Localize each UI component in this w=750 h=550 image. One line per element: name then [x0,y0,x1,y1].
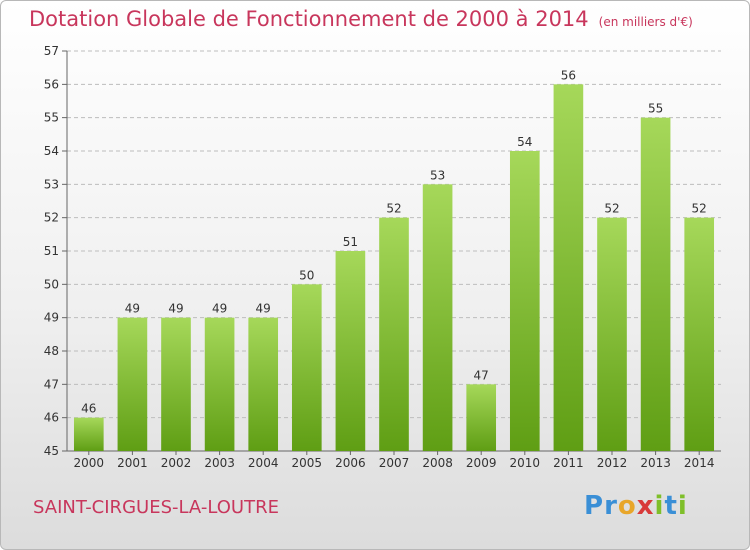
bar [379,217,409,451]
y-tick-label: 54 [44,144,59,158]
bar-value-label: 53 [430,168,445,182]
logo-letter: r [604,491,618,521]
x-tick-label: 2002 [161,456,192,470]
x-tick-label: 2008 [422,456,453,470]
x-tick-label: 2001 [117,456,148,470]
bar [73,417,104,451]
logo-letter: P [584,491,605,521]
x-tick-label: 2005 [292,456,323,470]
bar-value-label: 51 [343,235,358,249]
y-tick-label: 50 [44,277,59,291]
commune-name: SAINT-CIRGUES-LA-LOUTRE [33,497,279,518]
x-tick-label: 2010 [510,456,541,470]
y-tick-label: 48 [44,344,59,358]
bar-value-label: 50 [299,268,314,282]
unit-subtitle: (en milliers d'€) [598,15,693,29]
x-tick-label: 2000 [74,456,105,470]
logo-letter: x [636,491,655,521]
x-tick-label: 2006 [335,456,366,470]
y-tick-label: 57 [44,44,59,58]
y-tick-label: 55 [44,111,59,125]
bar [684,217,715,451]
bar-value-label: 49 [168,302,183,316]
y-tick-label: 45 [44,444,59,458]
x-tick-label: 2009 [466,456,497,470]
bar-value-label: 49 [212,302,227,316]
bar-value-label: 52 [604,202,619,216]
bar [466,384,497,451]
x-tick-label: 2012 [597,456,628,470]
bar-value-label: 54 [517,135,532,149]
y-tick-label: 51 [44,244,59,258]
bar [640,117,671,452]
y-tick-label: 47 [44,377,59,391]
logo-letter: i [677,491,688,521]
bar [248,317,279,451]
chart-title: Dotation Globale de Fonctionnement de 20… [29,7,693,31]
y-tick-label: 53 [44,177,59,191]
logo-letter: t [664,491,678,521]
bar-value-label: 47 [474,368,489,382]
bar-value-label: 52 [692,202,707,216]
x-tick-label: 2007 [379,456,410,470]
y-tick-label: 46 [44,411,59,425]
y-tick-label: 56 [44,77,59,91]
bar [204,317,235,451]
proxiti-logo: Proxiti [584,491,688,521]
bar [117,317,148,451]
bar-value-label: 49 [256,302,271,316]
bar [161,317,191,451]
bar [597,217,627,451]
bar [291,284,322,451]
bar-value-label: 55 [648,102,663,116]
bar-value-label: 49 [125,302,140,316]
bar-value-label: 46 [81,402,96,416]
x-tick-label: 2014 [684,456,715,470]
bar [553,84,584,451]
x-tick-label: 2004 [248,456,279,470]
logo-letter: o [617,491,637,521]
y-tick-label: 52 [44,211,59,225]
x-tick-label: 2013 [640,456,671,470]
bar [422,184,453,452]
bar [509,151,540,451]
bar [335,251,366,451]
title-text: Dotation Globale de Fonctionnement de 20… [29,7,589,31]
x-tick-label: 2011 [553,456,584,470]
bar-value-label: 56 [561,68,576,82]
logo-letter: i [654,491,665,521]
bar-value-label: 52 [386,202,401,216]
y-tick-label: 49 [44,311,59,325]
x-tick-label: 2003 [204,456,235,470]
